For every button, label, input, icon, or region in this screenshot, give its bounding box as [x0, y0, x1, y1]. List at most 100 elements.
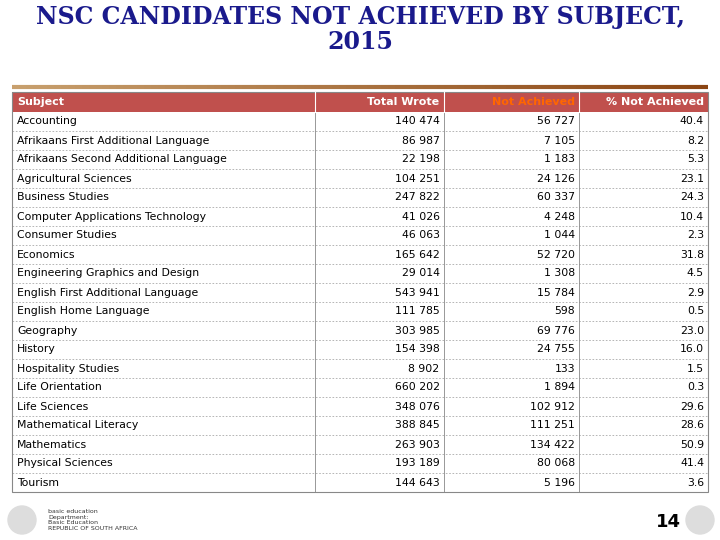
- Text: Engineering Graphics and Design: Engineering Graphics and Design: [17, 268, 199, 279]
- Text: 3.6: 3.6: [687, 477, 704, 488]
- Bar: [12, 264, 708, 283]
- Bar: [12, 92, 708, 492]
- Bar: [12, 112, 708, 131]
- Text: 24 755: 24 755: [537, 345, 575, 354]
- Text: 29 014: 29 014: [402, 268, 439, 279]
- Text: Economics: Economics: [17, 249, 76, 260]
- Text: 2015: 2015: [327, 30, 393, 54]
- Text: 1 894: 1 894: [544, 382, 575, 393]
- Text: 15 784: 15 784: [537, 287, 575, 298]
- Text: 165 642: 165 642: [395, 249, 439, 260]
- Text: 140 474: 140 474: [395, 117, 439, 126]
- Text: Business Studies: Business Studies: [17, 192, 109, 202]
- Text: Consumer Studies: Consumer Studies: [17, 231, 117, 240]
- Text: 134 422: 134 422: [531, 440, 575, 449]
- Text: 1 183: 1 183: [544, 154, 575, 165]
- Text: 154 398: 154 398: [395, 345, 439, 354]
- Bar: [12, 150, 708, 169]
- Bar: [12, 454, 708, 473]
- Text: 31.8: 31.8: [680, 249, 704, 260]
- Bar: [12, 340, 708, 359]
- Text: 86 987: 86 987: [402, 136, 439, 145]
- Text: Total Wrote: Total Wrote: [367, 97, 439, 107]
- Text: 60 337: 60 337: [537, 192, 575, 202]
- Text: 348 076: 348 076: [395, 402, 439, 411]
- Text: NSC CANDIDATES NOT ACHIEVED BY SUBJECT,: NSC CANDIDATES NOT ACHIEVED BY SUBJECT,: [35, 5, 685, 29]
- Text: 0.5: 0.5: [687, 307, 704, 316]
- Text: 14: 14: [655, 513, 680, 531]
- Text: Afrikaans First Additional Language: Afrikaans First Additional Language: [17, 136, 210, 145]
- Text: Computer Applications Technology: Computer Applications Technology: [17, 212, 206, 221]
- Text: 133: 133: [554, 363, 575, 374]
- Text: 16.0: 16.0: [680, 345, 704, 354]
- Text: 23.0: 23.0: [680, 326, 704, 335]
- Text: 5.3: 5.3: [687, 154, 704, 165]
- Text: Geography: Geography: [17, 326, 77, 335]
- Bar: [12, 169, 708, 188]
- Bar: [12, 188, 708, 207]
- Text: 543 941: 543 941: [395, 287, 439, 298]
- Text: 69 776: 69 776: [537, 326, 575, 335]
- Text: 8 902: 8 902: [408, 363, 439, 374]
- Text: 41.4: 41.4: [680, 458, 704, 469]
- Bar: [12, 302, 708, 321]
- Bar: [12, 435, 708, 454]
- Text: 56 727: 56 727: [537, 117, 575, 126]
- Text: 1.5: 1.5: [687, 363, 704, 374]
- Text: Afrikaans Second Additional Language: Afrikaans Second Additional Language: [17, 154, 227, 165]
- Text: basic education
Department:
Basic Education
REPUBLIC OF SOUTH AFRICA: basic education Department: Basic Educat…: [48, 509, 138, 531]
- Text: 8.2: 8.2: [687, 136, 704, 145]
- Text: 50.9: 50.9: [680, 440, 704, 449]
- Text: 2.9: 2.9: [687, 287, 704, 298]
- Text: 22 198: 22 198: [402, 154, 439, 165]
- Text: 10.4: 10.4: [680, 212, 704, 221]
- Text: Mathematics: Mathematics: [17, 440, 87, 449]
- Text: 41 026: 41 026: [402, 212, 439, 221]
- Text: Hospitality Studies: Hospitality Studies: [17, 363, 119, 374]
- Circle shape: [686, 506, 714, 534]
- Text: 193 189: 193 189: [395, 458, 439, 469]
- Text: 23.1: 23.1: [680, 173, 704, 184]
- Text: English First Additional Language: English First Additional Language: [17, 287, 198, 298]
- Text: English Home Language: English Home Language: [17, 307, 150, 316]
- Bar: [12, 321, 708, 340]
- Circle shape: [8, 506, 36, 534]
- Text: Physical Sciences: Physical Sciences: [17, 458, 112, 469]
- Text: Subject: Subject: [17, 97, 64, 107]
- Text: 4 248: 4 248: [544, 212, 575, 221]
- Text: 24.3: 24.3: [680, 192, 704, 202]
- Text: 28.6: 28.6: [680, 421, 704, 430]
- Text: 52 720: 52 720: [537, 249, 575, 260]
- Bar: [12, 226, 708, 245]
- Bar: [12, 245, 708, 264]
- Text: Life Orientation: Life Orientation: [17, 382, 102, 393]
- Text: Life Sciences: Life Sciences: [17, 402, 89, 411]
- Text: 7 105: 7 105: [544, 136, 575, 145]
- Text: 598: 598: [554, 307, 575, 316]
- Text: 102 912: 102 912: [531, 402, 575, 411]
- Text: History: History: [17, 345, 55, 354]
- Text: 144 643: 144 643: [395, 477, 439, 488]
- Text: 263 903: 263 903: [395, 440, 439, 449]
- Bar: [12, 283, 708, 302]
- Text: Not Achieved: Not Achieved: [492, 97, 575, 107]
- Text: % Not Achieved: % Not Achieved: [606, 97, 704, 107]
- Text: 388 845: 388 845: [395, 421, 439, 430]
- Bar: [12, 207, 708, 226]
- Text: 1 044: 1 044: [544, 231, 575, 240]
- Text: 40.4: 40.4: [680, 117, 704, 126]
- Text: 111 785: 111 785: [395, 307, 439, 316]
- Bar: [12, 473, 708, 492]
- Text: 80 068: 80 068: [537, 458, 575, 469]
- Bar: [12, 397, 708, 416]
- Bar: [12, 92, 708, 112]
- Text: 247 822: 247 822: [395, 192, 439, 202]
- Text: Accounting: Accounting: [17, 117, 78, 126]
- Text: 5 196: 5 196: [544, 477, 575, 488]
- Text: 660 202: 660 202: [395, 382, 439, 393]
- Bar: [12, 359, 708, 378]
- Text: 24 126: 24 126: [537, 173, 575, 184]
- Text: 303 985: 303 985: [395, 326, 439, 335]
- Text: 1 308: 1 308: [544, 268, 575, 279]
- Text: Agricultural Sciences: Agricultural Sciences: [17, 173, 132, 184]
